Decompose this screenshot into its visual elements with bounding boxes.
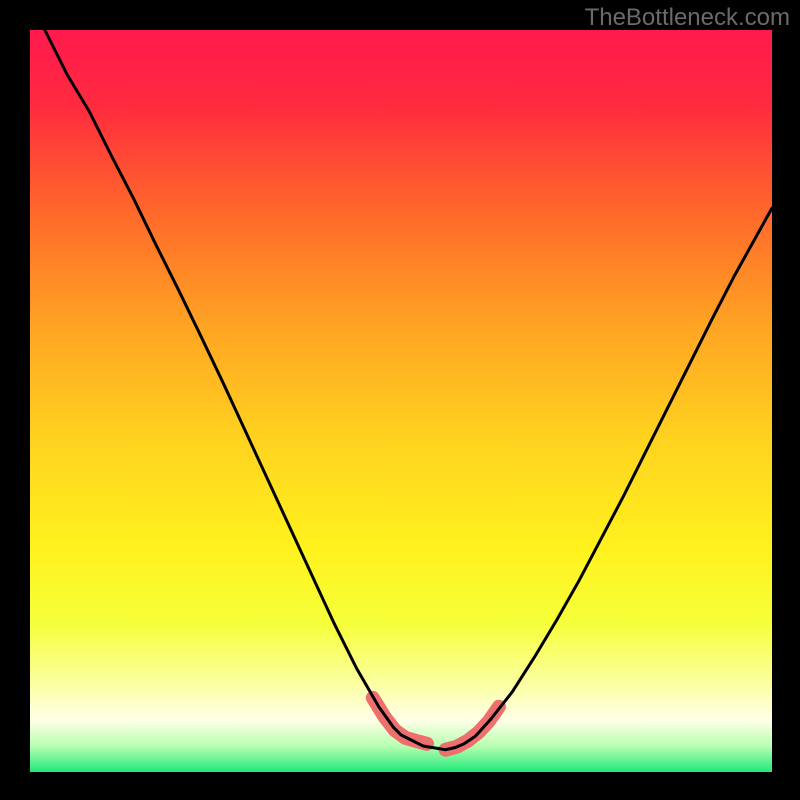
main-curve: [45, 30, 772, 750]
watermark-text: TheBottleneck.com: [585, 4, 790, 32]
curve-layer: [30, 30, 772, 772]
plot-area: [30, 30, 772, 772]
highlight-segment-1: [446, 707, 499, 750]
highlight-segment-0: [373, 698, 427, 744]
chart-canvas: TheBottleneck.com: [0, 0, 800, 800]
